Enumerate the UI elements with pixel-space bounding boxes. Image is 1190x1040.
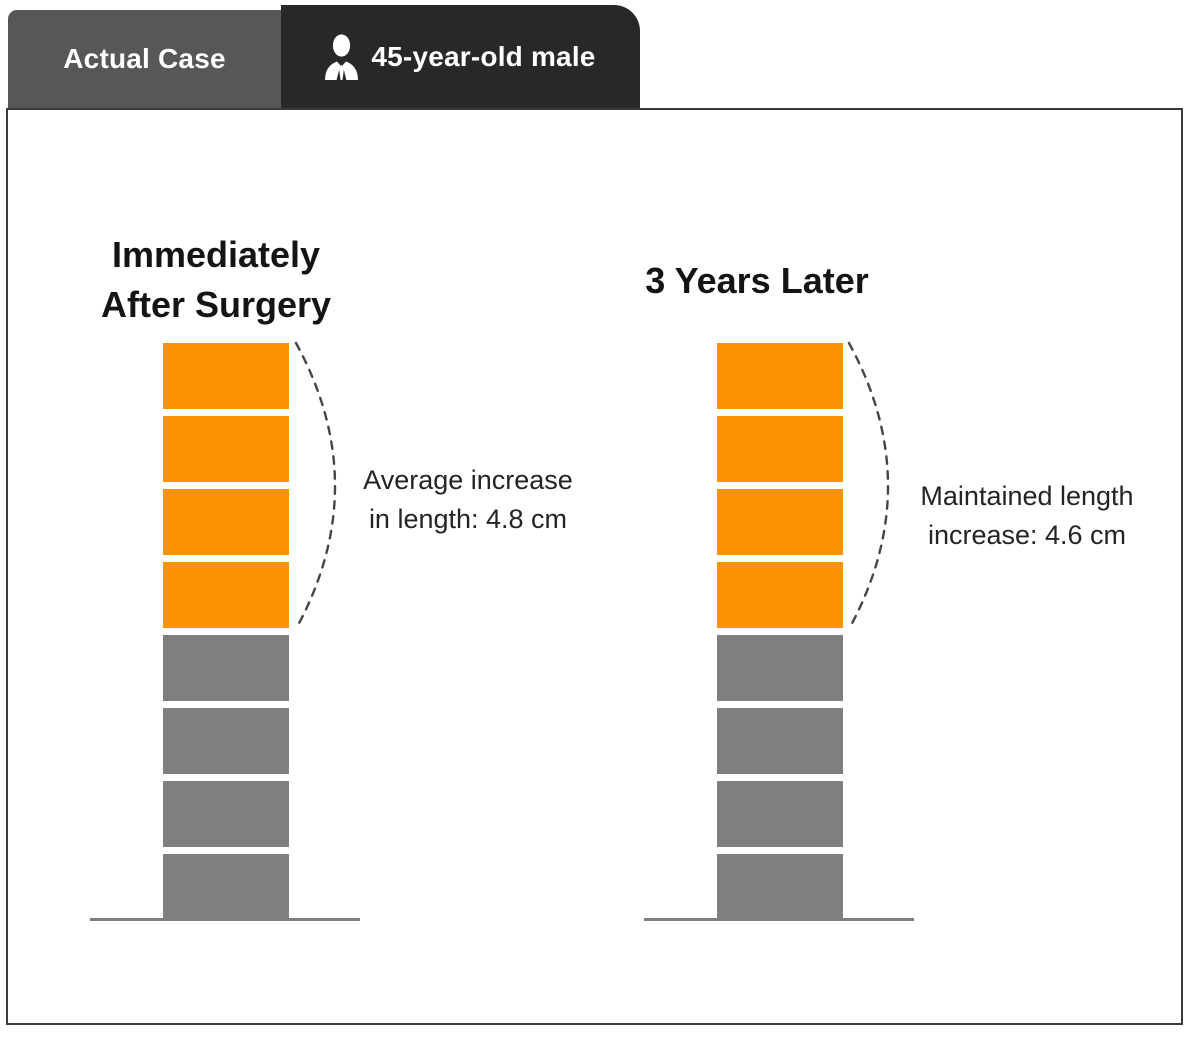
tab-actual-case-label: Actual Case — [63, 43, 226, 74]
tab-patient-label: 45-year-old male — [371, 40, 596, 72]
original-length-segment — [717, 854, 843, 920]
annotation-line: in length: 4.8 cm — [368, 504, 568, 534]
businessman-icon — [325, 33, 359, 80]
dashed-brace-left — [294, 341, 337, 631]
original-length-segment — [163, 635, 289, 701]
baseline-right — [644, 918, 914, 921]
title-line: After Surgery — [100, 284, 332, 325]
baseline-left — [90, 918, 360, 921]
panel-title-three-years-later: 3 Years Later — [607, 256, 907, 306]
gained-length-segment — [163, 416, 289, 482]
annotation-line: Average increase — [363, 465, 573, 495]
dashed-brace-right — [847, 341, 890, 631]
annotation-average-increase: Average increase in length: 4.8 cm — [308, 461, 628, 539]
gained-length-segment — [163, 489, 289, 555]
gained-length-segment — [717, 562, 843, 628]
tab-actual-case[interactable]: Actual Case — [8, 10, 281, 108]
original-length-segment — [717, 635, 843, 701]
original-length-segment — [717, 781, 843, 847]
gained-length-segment — [163, 562, 289, 628]
title-line: 3 Years Later — [645, 260, 869, 301]
original-length-segment — [163, 854, 289, 920]
panel-title-immediately-after-surgery: Immediately After Surgery — [66, 230, 366, 330]
annotation-line: increase: 4.6 cm — [927, 520, 1127, 550]
original-length-segment — [717, 708, 843, 774]
gained-length-segment — [163, 343, 289, 409]
annotation-maintained-increase: Maintained length increase: 4.6 cm — [862, 477, 1190, 555]
tab-patient-info[interactable]: 45-year-old male — [281, 5, 640, 108]
gained-length-segment — [717, 489, 843, 555]
original-length-segment — [163, 781, 289, 847]
gained-length-segment — [717, 343, 843, 409]
annotation-line: Maintained length — [920, 481, 1134, 511]
original-length-segment — [163, 708, 289, 774]
segment-column-three-years-later — [717, 343, 843, 927]
gained-length-segment — [717, 416, 843, 482]
segment-column-after-surgery — [163, 343, 289, 927]
title-line: Immediately — [111, 234, 321, 275]
